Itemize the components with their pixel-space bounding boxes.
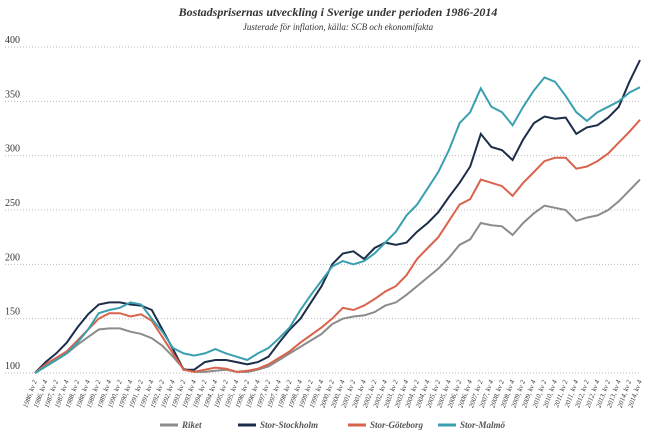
series-line [34,119,641,374]
legend-label: Stor-Stockholm [260,420,318,430]
series-line [34,59,641,374]
y-tick-label: 250 [5,198,20,209]
y-tick-label: 400 [5,35,20,46]
y-tick-label: 150 [5,307,20,318]
y-tick-label: 300 [5,144,20,155]
y-tick-label: 350 [5,89,20,100]
y-tick-label: 200 [5,252,20,263]
chart-title: Bostadsprisernas utveckling i Sverige un… [178,5,498,19]
legend-label: Riket [181,420,202,430]
legend-label: Stor-Malmö [460,420,506,430]
series-line [34,178,641,374]
series-line [34,76,641,374]
legend-label: Stor-Göteborg [370,420,424,430]
y-tick-label: 100 [5,361,20,372]
chart-subtitle: Justerade för inflation, källa: SCB och … [243,22,434,32]
